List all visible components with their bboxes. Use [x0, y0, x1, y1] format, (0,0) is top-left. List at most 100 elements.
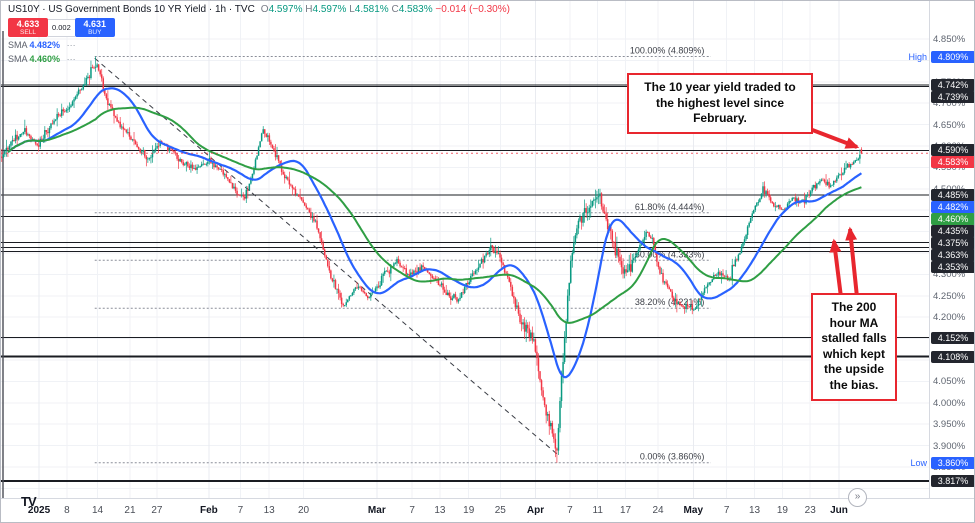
price-level-badge: 4.460%: [931, 213, 974, 226]
price-level-badge: 4.590%: [931, 144, 974, 157]
annotation-200-hour-ma[interactable]: The 200 hour MA stalled falls which kept…: [811, 293, 897, 401]
price-axis-label: 4.200%: [933, 312, 966, 324]
price-axis-label: 3.950%: [933, 419, 966, 431]
price-level-badge: 4.485%: [931, 189, 974, 202]
trendline[interactable]: [94, 57, 560, 457]
time-axis-label: 20: [297, 505, 310, 516]
time-axis-label: 14: [91, 505, 104, 516]
grid-lines: [1, 1, 929, 498]
fib-label: 0.00% (3.860%): [640, 452, 705, 462]
time-axis-label: 7: [567, 505, 573, 516]
price-level-badge: 4.353%: [931, 261, 974, 274]
low-value: 4.581%: [354, 4, 389, 15]
price-axis-label: 4.250%: [933, 290, 966, 302]
buy-sell-widget: 4.633 SELL 0.002 4.631 BUY: [8, 18, 510, 37]
annotation-side-text: The 200 hour MA stalled falls which kept…: [821, 300, 887, 392]
candlesticks: [1, 56, 863, 463]
time-axis-label: 8: [64, 505, 70, 516]
time-axis-label: 7: [409, 505, 415, 516]
spread-value: 0.002: [48, 18, 75, 37]
price-axis-label: 4.650%: [933, 119, 966, 131]
price-level-badge: 4.363%: [931, 249, 974, 262]
buy-label: BUY: [88, 29, 102, 36]
price-axis-label: 4.000%: [933, 397, 966, 409]
price-axis-label: 4.050%: [933, 376, 966, 388]
fib-label: 50.00% (4.333%): [635, 249, 705, 259]
time-axis-label: 7: [723, 505, 730, 516]
price-level-badge: 4.108%: [931, 350, 974, 363]
price-level-badge: 3.817%: [931, 475, 974, 488]
change-value: −0.014 (−0.30%): [435, 4, 510, 15]
time-axis-label: 13: [263, 505, 275, 516]
time-axis-label: May: [683, 505, 703, 516]
fib-label: 61.80% (4.444%): [635, 202, 705, 212]
time-axis-label: 27: [151, 505, 163, 516]
symbol-title[interactable]: US10Y · US Government Bonds 10 YR Yield …: [8, 4, 255, 15]
time-axis-label: Feb: [199, 505, 218, 516]
sell-label: SELL: [20, 29, 36, 36]
sma-200-label: SMA: [8, 54, 28, 64]
time-axis-label: 19: [463, 505, 475, 516]
symbol-header[interactable]: US10Y · US Government Bonds 10 YR Yield …: [8, 4, 510, 15]
horizontal-levels[interactable]: [1, 84, 929, 483]
price-level-badge: 4.482%: [931, 201, 974, 214]
price-axis-label: 3.900%: [933, 440, 966, 452]
price-level-badge: 4.375%: [931, 237, 974, 250]
price-axis-label: 4.850%: [933, 34, 966, 45]
high-marker-label: High: [908, 51, 927, 62]
time-axis-label: 21: [124, 505, 136, 516]
annotation-top-text: The 10 year yield traded to the highest …: [644, 80, 796, 126]
ohlc-readout: O4.597% H4.597% L4.581% C4.583% −0.014 (…: [261, 4, 510, 15]
time-axis-label: 19: [776, 505, 788, 516]
close-value: 4.583%: [398, 4, 433, 15]
time-axis-label: 11: [592, 505, 603, 516]
chart-legend: US10Y · US Government Bonds 10 YR Yield …: [8, 4, 510, 65]
low-marker-label: Low: [910, 457, 927, 468]
sma-100-line[interactable]: [7, 87, 863, 379]
time-axis-label: 7: [237, 505, 244, 516]
time-axis-label: 24: [652, 505, 664, 516]
fib-label: 100.00% (4.809%): [630, 46, 705, 56]
sma-100-value: 4.482%: [29, 40, 61, 50]
price-level-badge: 4.742%: [931, 79, 974, 92]
sma-options-icon[interactable]: ⋯: [66, 54, 77, 64]
tradingview-logo[interactable]: TV: [21, 494, 37, 509]
price-axis-label: 4.300%: [933, 269, 966, 281]
sell-button[interactable]: 4.633 SELL: [8, 18, 48, 37]
sma-100-legend[interactable]: SMA 4.482% ⋯: [8, 40, 510, 51]
price-level-badge: 4.739%: [931, 91, 974, 104]
price-level-badge: 3.860%: [931, 456, 974, 469]
sell-price: 4.633: [16, 19, 40, 29]
time-axis-label: 25: [494, 505, 506, 516]
time-axis-label: 23: [804, 505, 816, 516]
annotation-highest-since-february[interactable]: The 10 year yield traded to the highest …: [627, 73, 813, 134]
current-price-badge: 4.583%: [931, 156, 974, 169]
fib-retracement[interactable]: 100.00% (4.809%) 61.80% (4.444%) 50.00% (4…: [94, 46, 711, 464]
time-axis-label: 13: [748, 505, 761, 516]
sma-200-legend[interactable]: SMA 4.460% ⋯: [8, 54, 510, 65]
buy-price: 4.631: [83, 19, 107, 29]
sma-200-value: 4.460%: [29, 54, 61, 64]
sma-options-icon[interactable]: ⋯: [66, 40, 77, 50]
fib-label: 38.20% (4.221%): [635, 297, 705, 307]
high-label: H: [305, 4, 313, 15]
time-axis-label: 17: [619, 505, 632, 516]
price-level-badge: 4.435%: [931, 225, 974, 238]
price-level-badge: 4.152%: [931, 331, 974, 344]
buy-button[interactable]: 4.631 BUY: [74, 18, 115, 37]
price-axis-label: 4.700%: [933, 98, 966, 110]
time-axis-label: Apr: [526, 505, 545, 516]
price-level-badge: 4.809%: [931, 50, 974, 63]
time-axis-label: 13: [434, 505, 446, 516]
open-value: 4.597%: [268, 4, 303, 15]
close-label: C: [391, 4, 399, 15]
sma-100-label: SMA: [8, 40, 28, 50]
time-axis-label: Jun: [830, 505, 848, 516]
price-axis[interactable]: 3.850%3.900%3.950%4.000%4.050%4.100%4.15…: [929, 1, 974, 498]
time-axis-label: Mar: [367, 505, 386, 516]
time-axis[interactable]: 2025 8 14 21 27 Feb 7 13 20 Mar 7 13 19 25 Apr 7 11 17 24 M…: [1, 498, 974, 522]
sma-200-line[interactable]: [7, 106, 862, 324]
go-to-realtime-button[interactable]: »: [848, 488, 867, 507]
